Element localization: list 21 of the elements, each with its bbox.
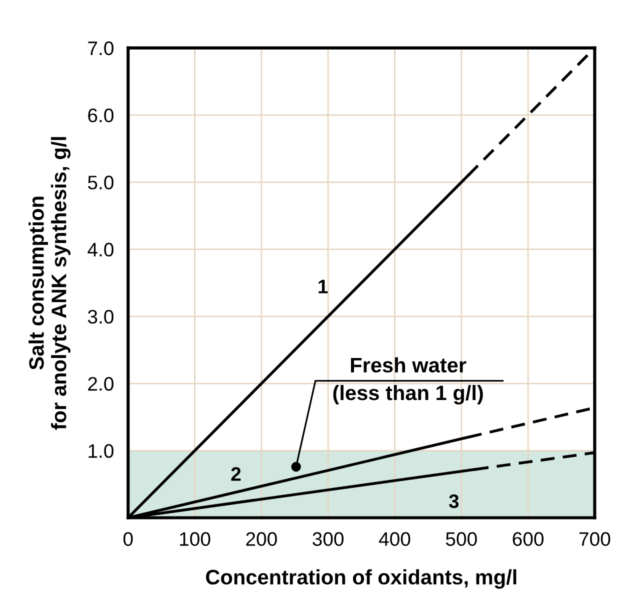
x-tick-label: 300 (312, 532, 344, 546)
y-tick-label: 5.0 (88, 176, 114, 190)
series-label: 1 (318, 280, 328, 294)
y-tick-label: 6.0 (88, 108, 114, 122)
y-tick-label: 2.0 (88, 377, 114, 391)
y-tick-label: 3.0 (88, 310, 114, 324)
x-axis-title: Concentration of oxidants, mg/l (206, 569, 516, 589)
series-label: 3 (448, 494, 459, 508)
x-tick-label: 600 (512, 532, 544, 546)
series-label: 2 (231, 467, 241, 481)
x-tick-label: 100 (180, 532, 210, 546)
y-tick-label: 7.0 (88, 41, 114, 56)
x-tick-label: 400 (378, 532, 410, 546)
x-tick-label: 700 (579, 532, 610, 546)
x-tick-label: 0 (123, 532, 133, 546)
x-tick-label: 500 (446, 532, 477, 546)
y-tick-label: 1.0 (88, 444, 114, 458)
annotation: Fresh water (less than 1 g/l) (333, 357, 483, 404)
y-axis-title: Salt consumption for anolyte ANK synthesis, g/l (28, 137, 71, 430)
x-tick-label: 200 (246, 532, 277, 546)
y-tick-label: 4.0 (88, 242, 114, 257)
